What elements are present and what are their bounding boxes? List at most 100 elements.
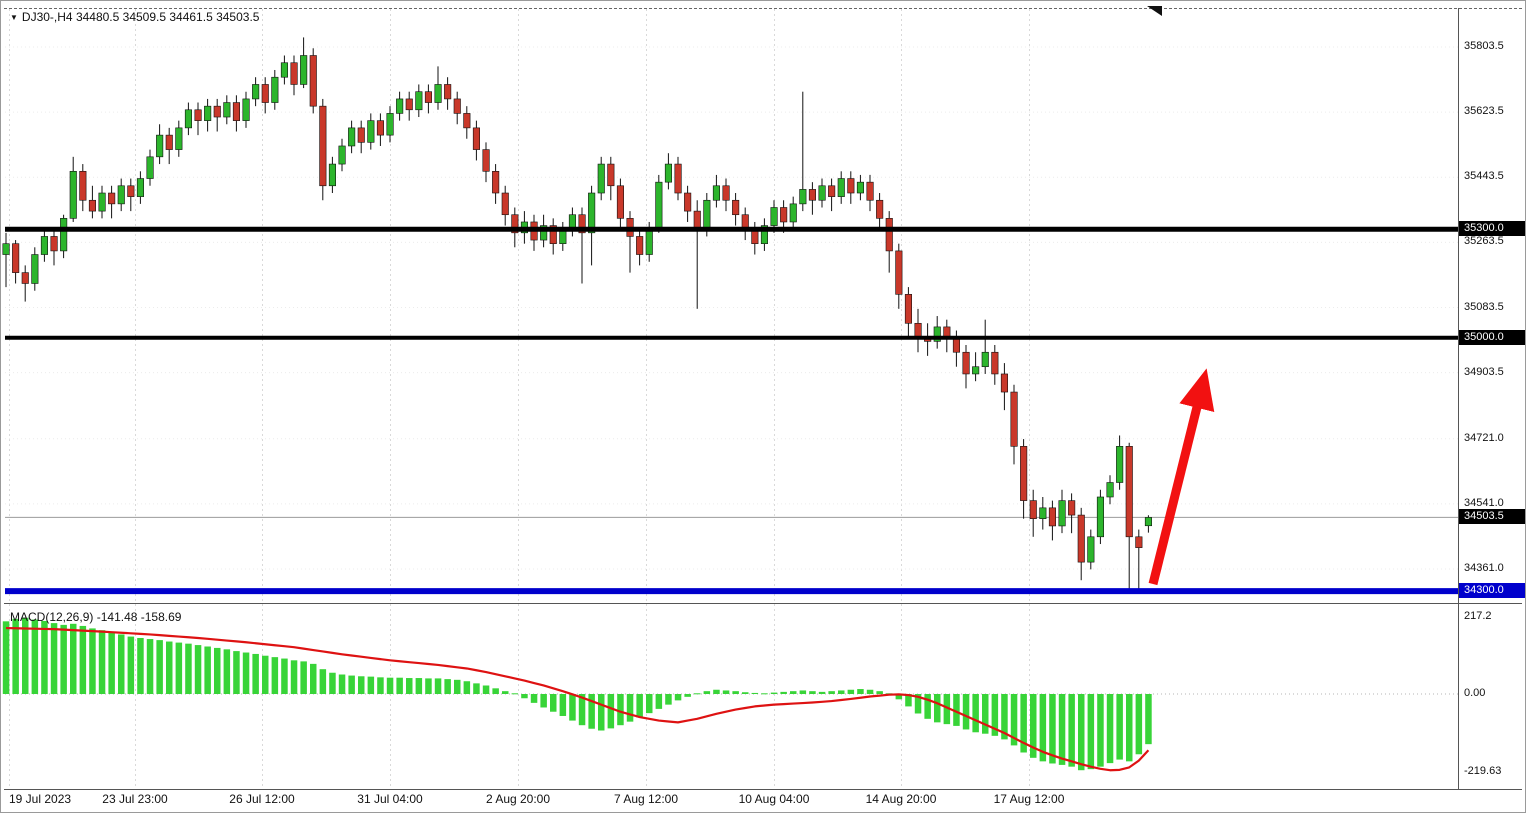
candle xyxy=(472,120,481,161)
candle xyxy=(319,98,327,201)
candle xyxy=(501,185,509,226)
candle xyxy=(607,156,615,201)
macd-histogram-bar xyxy=(348,675,355,694)
macd-histogram-bar xyxy=(934,694,941,723)
candle xyxy=(904,287,913,338)
candle xyxy=(184,102,192,136)
macd-histogram-bar xyxy=(866,689,874,694)
candle xyxy=(1144,515,1152,533)
macd-histogram-bar xyxy=(1068,694,1075,767)
macd-histogram-bar xyxy=(674,694,682,701)
macd-histogram-bar xyxy=(588,694,595,729)
candle xyxy=(261,77,269,114)
candle xyxy=(213,98,221,132)
macd-histogram-bar xyxy=(242,652,250,694)
macd-histogram-bar xyxy=(79,625,87,694)
candle xyxy=(626,211,634,273)
candle xyxy=(818,178,826,208)
macd-histogram-bar xyxy=(914,694,922,714)
macd-histogram-bar xyxy=(415,678,423,694)
candle xyxy=(98,185,106,219)
candle xyxy=(453,91,461,125)
candle xyxy=(2,232,10,288)
price-tick-label: 34541.0 xyxy=(1464,496,1504,509)
macd-histogram-bar xyxy=(617,694,624,726)
macd-histogram-bar xyxy=(223,649,231,694)
price-tag-35000.0: 35000.0 xyxy=(1459,329,1525,345)
macd-histogram-bar xyxy=(146,639,154,694)
macd-histogram-bar xyxy=(329,672,336,694)
macd-histogram-bar xyxy=(684,694,691,697)
macd-histogram-bar xyxy=(1116,694,1123,760)
macd-histogram-bar xyxy=(578,694,586,726)
macd-histogram-bar xyxy=(338,674,346,694)
candle xyxy=(559,221,567,251)
macd-histogram-bar xyxy=(444,679,451,694)
macd-histogram-bar xyxy=(761,693,768,695)
time-tick-label: 2 Aug 20:00 xyxy=(485,792,551,806)
candle xyxy=(741,207,749,241)
macd-histogram-bar xyxy=(31,619,39,694)
macd-histogram-bar xyxy=(2,621,10,694)
macd-histogram-bar xyxy=(166,641,173,694)
candle xyxy=(223,95,231,125)
time-tick-label: 31 Jul 04:00 xyxy=(357,792,423,806)
macd-histogram-bar xyxy=(1010,694,1018,746)
macd-histogram-bar xyxy=(1001,694,1008,740)
candle xyxy=(684,185,692,222)
candle xyxy=(760,218,769,251)
macd-histogram-bar xyxy=(790,691,797,694)
candle xyxy=(1087,529,1095,570)
macd-histogram-bar xyxy=(22,617,29,694)
chart-shift-marker-icon[interactable] xyxy=(1147,6,1162,16)
macd-histogram-bar xyxy=(847,689,855,694)
macd-histogram-bar xyxy=(972,694,979,733)
macd-histogram-bar xyxy=(655,694,663,709)
macd-histogram-bar xyxy=(742,692,749,694)
macd-histogram-bar xyxy=(492,688,499,694)
candle xyxy=(357,120,365,154)
macd-histogram-bar xyxy=(722,690,730,694)
macd-histogram-bar xyxy=(751,692,759,694)
price-tick-label: 34361.0 xyxy=(1464,562,1504,574)
macd-histogram-bar xyxy=(463,681,471,694)
indicator-pane-separator[interactable] xyxy=(4,603,1522,604)
up-arrow-annotation[interactable] xyxy=(1148,368,1215,586)
macd-histogram-bar xyxy=(953,694,960,726)
candle xyxy=(674,156,682,201)
time-tick-label: 14 Aug 20:00 xyxy=(865,792,937,806)
candle xyxy=(444,77,452,110)
candle xyxy=(79,164,87,212)
macd-histogram-bar xyxy=(1106,694,1114,764)
candle xyxy=(616,178,625,230)
candle xyxy=(914,308,922,353)
macd-histogram-bar xyxy=(271,657,279,694)
macd-histogram-bar xyxy=(1030,694,1037,758)
macd-histogram-bar xyxy=(434,678,442,694)
macd-histogram-bar xyxy=(386,677,394,694)
candle xyxy=(732,193,740,226)
price-tick-label: 35443.5 xyxy=(1464,170,1504,183)
candle xyxy=(837,171,845,204)
candle xyxy=(866,174,874,212)
price-tick-label: 35803.5 xyxy=(1464,40,1504,52)
macd-histogram-bar xyxy=(1135,694,1143,755)
macd-histogram-bar xyxy=(1097,694,1104,767)
candle xyxy=(962,345,970,389)
candle xyxy=(376,113,385,146)
macd-histogram-bar xyxy=(1087,694,1095,770)
candle xyxy=(242,91,250,128)
symbol-dropdown-icon[interactable]: ▼ xyxy=(10,13,18,22)
candle xyxy=(328,156,337,194)
candle xyxy=(549,218,557,255)
candle xyxy=(300,37,308,89)
macd-histogram-bar xyxy=(799,690,807,694)
macd-histogram-bar xyxy=(12,618,19,694)
candle xyxy=(828,178,836,212)
macd-histogram-bar xyxy=(377,677,384,694)
candle xyxy=(492,164,500,204)
candle xyxy=(712,174,721,208)
candle xyxy=(12,240,20,284)
macd-histogram-bar xyxy=(194,645,202,694)
